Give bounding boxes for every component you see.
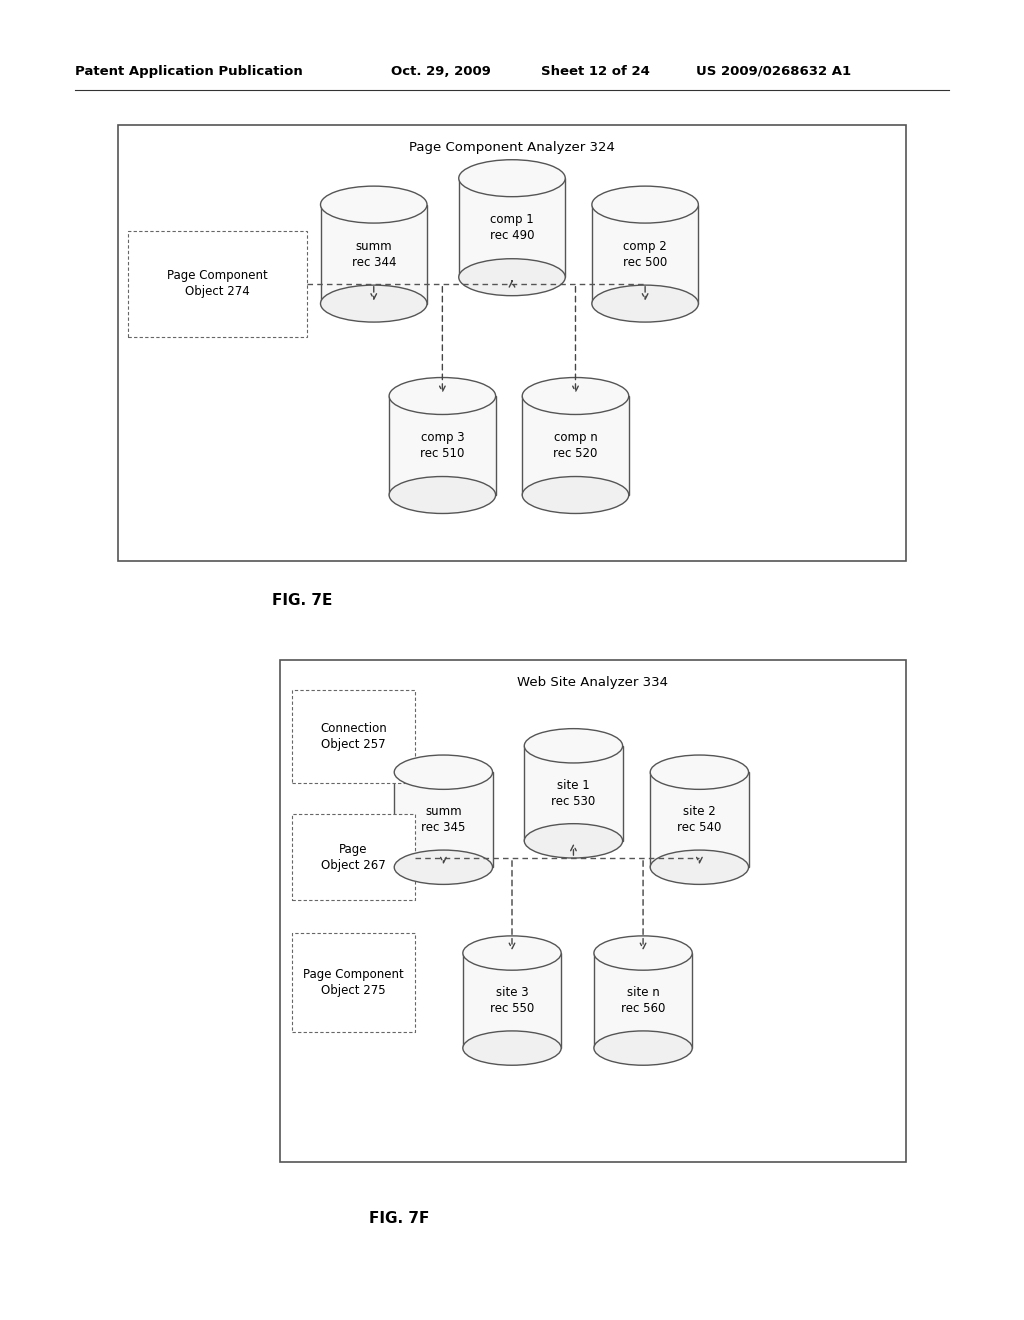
Ellipse shape xyxy=(459,259,565,296)
FancyBboxPatch shape xyxy=(118,125,906,561)
Text: site 2
rec 540: site 2 rec 540 xyxy=(677,805,722,834)
Ellipse shape xyxy=(459,160,565,197)
FancyBboxPatch shape xyxy=(292,814,415,900)
Text: Page
Object 267: Page Object 267 xyxy=(321,843,386,871)
Text: comp n
rec 520: comp n rec 520 xyxy=(553,432,598,459)
Text: site n
rec 560: site n rec 560 xyxy=(621,986,666,1015)
Polygon shape xyxy=(459,178,565,277)
Text: comp 3
rec 510: comp 3 rec 510 xyxy=(420,432,465,459)
Polygon shape xyxy=(650,772,749,867)
Text: US 2009/0268632 A1: US 2009/0268632 A1 xyxy=(696,65,851,78)
Polygon shape xyxy=(594,953,692,1048)
Text: FIG. 7E: FIG. 7E xyxy=(272,593,332,609)
Polygon shape xyxy=(592,205,698,304)
Ellipse shape xyxy=(594,936,692,970)
Ellipse shape xyxy=(594,1031,692,1065)
Polygon shape xyxy=(522,396,629,495)
Ellipse shape xyxy=(592,186,698,223)
Text: comp 1
rec 490: comp 1 rec 490 xyxy=(489,214,535,242)
Text: Page Component Analyzer 324: Page Component Analyzer 324 xyxy=(409,141,615,154)
Text: Oct. 29, 2009: Oct. 29, 2009 xyxy=(391,65,492,78)
FancyBboxPatch shape xyxy=(280,660,906,1162)
Text: FIG. 7F: FIG. 7F xyxy=(370,1210,429,1226)
Ellipse shape xyxy=(394,850,493,884)
Ellipse shape xyxy=(524,824,623,858)
Text: site 1
rec 530: site 1 rec 530 xyxy=(551,779,596,808)
Text: site 3
rec 550: site 3 rec 550 xyxy=(489,986,535,1015)
Ellipse shape xyxy=(522,477,629,513)
Ellipse shape xyxy=(522,378,629,414)
Polygon shape xyxy=(394,772,493,867)
Polygon shape xyxy=(524,746,623,841)
Text: summ
rec 344: summ rec 344 xyxy=(351,240,396,268)
Ellipse shape xyxy=(463,936,561,970)
Ellipse shape xyxy=(321,285,427,322)
Text: Page Component
Object 274: Page Component Object 274 xyxy=(167,269,268,298)
Text: Page Component
Object 275: Page Component Object 275 xyxy=(303,969,403,997)
Ellipse shape xyxy=(524,729,623,763)
Ellipse shape xyxy=(592,285,698,322)
Text: Connection
Object 257: Connection Object 257 xyxy=(319,722,387,751)
Text: Sheet 12 of 24: Sheet 12 of 24 xyxy=(541,65,649,78)
Ellipse shape xyxy=(650,755,749,789)
Ellipse shape xyxy=(463,1031,561,1065)
Ellipse shape xyxy=(389,477,496,513)
FancyBboxPatch shape xyxy=(292,690,415,783)
Text: Web Site Analyzer 334: Web Site Analyzer 334 xyxy=(517,676,669,689)
Ellipse shape xyxy=(321,186,427,223)
Ellipse shape xyxy=(394,755,493,789)
Text: summ
rec 345: summ rec 345 xyxy=(421,805,466,834)
Polygon shape xyxy=(463,953,561,1048)
Polygon shape xyxy=(321,205,427,304)
Ellipse shape xyxy=(650,850,749,884)
Text: Patent Application Publication: Patent Application Publication xyxy=(75,65,302,78)
Polygon shape xyxy=(389,396,496,495)
FancyBboxPatch shape xyxy=(292,933,415,1032)
FancyBboxPatch shape xyxy=(128,231,307,337)
Text: comp 2
rec 500: comp 2 rec 500 xyxy=(623,240,668,268)
Ellipse shape xyxy=(389,378,496,414)
